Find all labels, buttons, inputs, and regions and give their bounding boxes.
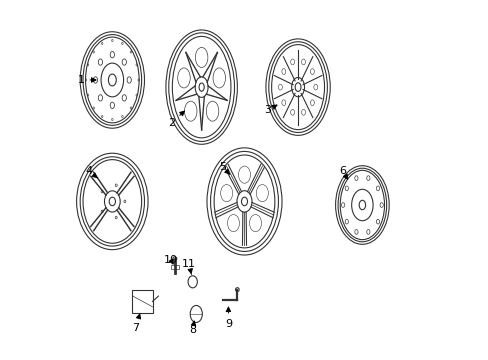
- Text: 3: 3: [264, 105, 276, 115]
- Text: 8: 8: [189, 321, 196, 335]
- Text: 1: 1: [77, 75, 96, 85]
- Text: 5: 5: [219, 162, 229, 174]
- Text: 7: 7: [132, 314, 141, 333]
- Text: 11: 11: [182, 259, 196, 274]
- Text: 2: 2: [167, 111, 184, 128]
- Text: 9: 9: [224, 307, 231, 329]
- Text: 6: 6: [339, 166, 347, 179]
- Text: 4: 4: [85, 166, 98, 178]
- Text: 10: 10: [164, 255, 178, 265]
